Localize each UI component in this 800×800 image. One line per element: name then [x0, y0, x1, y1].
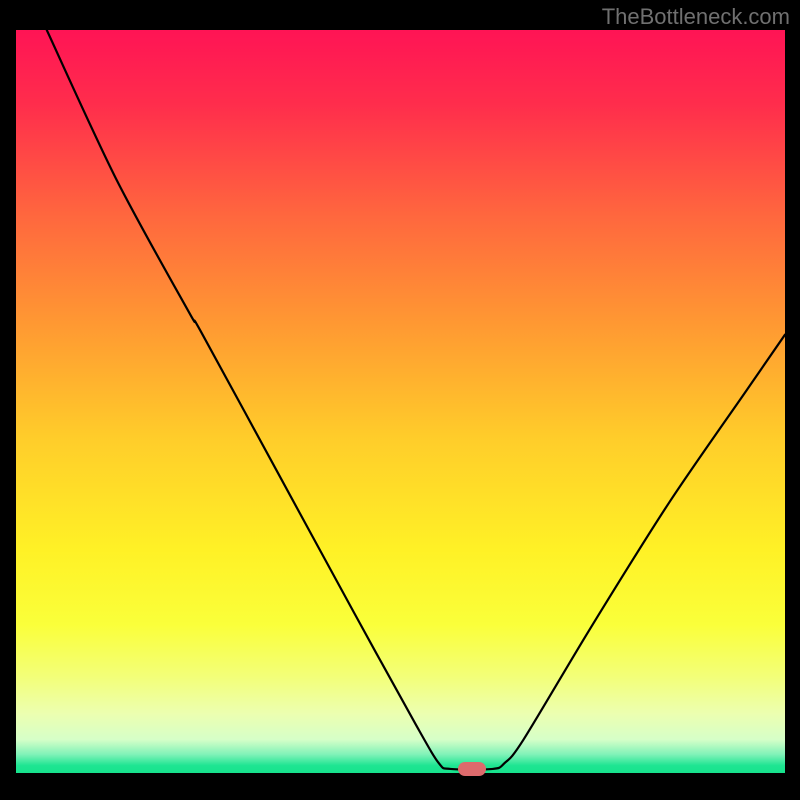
curve-line: [16, 30, 785, 773]
bottleneck-marker: [458, 762, 486, 776]
watermark-text: TheBottleneck.com: [602, 4, 790, 30]
curve-path: [47, 30, 785, 770]
plot-area: [16, 30, 785, 773]
